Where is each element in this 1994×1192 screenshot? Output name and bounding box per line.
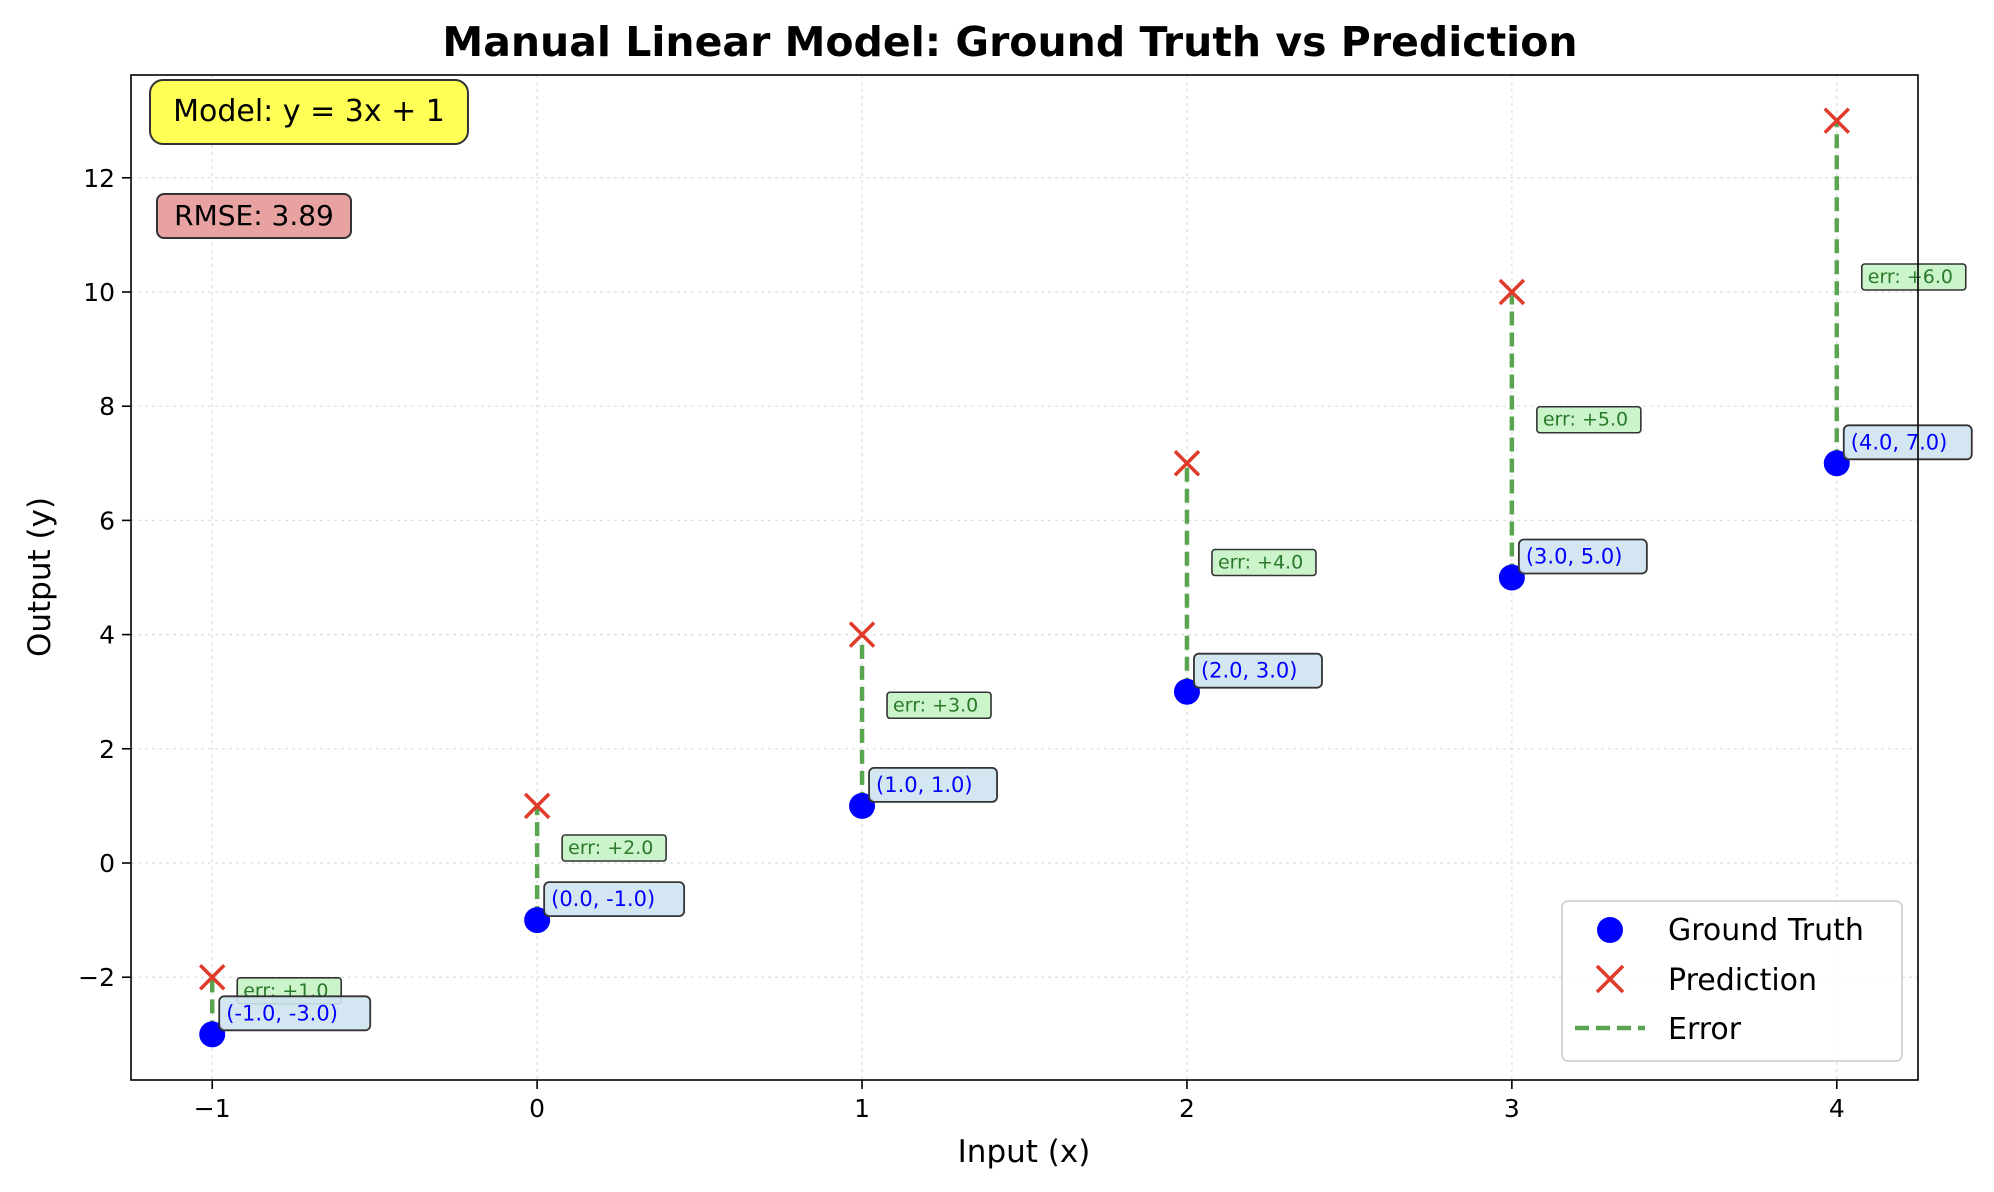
legend-ground-truth-marker [1597,917,1623,943]
prediction-marker [198,963,226,991]
ground-truth-markers [199,450,1850,1048]
prediction-marker-stroke [523,792,551,820]
error-label-text: err: +3.0 [893,694,978,716]
x-tick-label: 2 [1179,1094,1195,1123]
legend: Ground Truth Prediction Error [1561,900,1903,1062]
rmse-annotation-text: RMSE: 3.89 [174,199,334,232]
legend-prediction-label: Prediction [1668,963,1817,998]
ground-truth-marker [1823,450,1850,477]
prediction-marker-stroke [848,621,876,648]
point-label: (0.0, -1.0) [543,881,686,918]
error-label-box [1860,263,1967,291]
legend-ground-truth-label: Ground Truth [1668,913,1864,948]
point-label-box [1517,538,1648,575]
x-tick-label: 4 [1829,1094,1845,1123]
y-axis-ticks: −2 0 2 4 6 8 10 12 [78,164,131,992]
point-label: (-1.0, -3.0) [218,995,372,1032]
y-tick-label: 6 [99,506,115,535]
model-annotation-box [149,79,469,145]
ground-truth-marker [1498,564,1525,591]
error-lines [209,120,1840,1035]
prediction-marker [848,621,876,648]
legend-box [1561,900,1903,1062]
error-label-text: err: +5.0 [1543,409,1628,431]
error-label: err: +3.0 [886,691,992,720]
point-label-box [543,881,686,918]
error-label: err: +6.0 [1860,263,1967,291]
point-label-text: (-1.0, -3.0) [226,1001,338,1025]
model-annotation: Model: y = 3x + 1 [149,79,469,145]
point-label-text: (0.0, -1.0) [551,887,655,911]
error-label-text: err: +2.0 [568,837,653,859]
error-label-text: err: +4.0 [1218,552,1303,574]
y-tick-label: 12 [83,164,115,193]
error-label-box [561,834,667,862]
error-label: err: +4.0 [1211,548,1317,577]
x-axis-ticks: −1 0 1 2 3 4 [194,1080,1845,1123]
error-label-box [886,691,992,720]
point-label: (3.0, 5.0) [1517,538,1648,575]
model-annotation-text: Model: y = 3x + 1 [173,94,445,129]
point-label-box [868,767,998,803]
x-tick-label: 1 [854,1094,870,1123]
error-label: err: +2.0 [561,834,667,862]
prediction-marker-stroke [1173,450,1201,477]
legend-prediction-marker [1595,964,1625,994]
error-label-box [1536,405,1642,434]
y-tick-label: 8 [99,392,115,421]
point-label-text: (1.0, 1.0) [876,773,973,797]
chart-title: Manual Linear Model: Ground Truth vs Pre… [442,18,1577,66]
y-tick-label: 4 [99,621,115,650]
point-label: (4.0, 7.0) [1842,424,1973,461]
point-label: (1.0, 1.0) [868,767,998,803]
ground-truth-marker [199,1021,226,1048]
y-tick-label: 2 [99,735,115,764]
rmse-annotation: RMSE: 3.89 [156,193,352,239]
prediction-marker [1173,450,1201,477]
ground-truth-marker [524,907,551,934]
point-label-box [1842,424,1973,461]
point-label-box [1193,652,1323,689]
x-axis-label: Input (x) [958,1134,1091,1170]
rmse-annotation-box [156,193,352,239]
plot-area-frame [130,74,1919,1081]
prediction-marker [523,792,551,820]
point-label-box [218,995,372,1032]
y-tick-label: 0 [99,849,115,878]
x-tick-label: 0 [529,1094,545,1123]
y-axis-label: Output (y) [22,497,58,657]
prediction-marker [1498,278,1526,306]
error-label-text: err: +6.0 [1868,266,1953,288]
x-tick-label: −1 [194,1094,231,1123]
legend-error-label: Error [1668,1012,1742,1047]
ground-truth-marker [849,792,876,819]
prediction-marker-stroke [1498,278,1526,306]
prediction-marker-stroke [198,963,226,991]
prediction-marker-stroke [1823,107,1851,134]
error-label-box [1211,548,1317,577]
y-tick-label: −2 [78,963,115,992]
prediction-markers [198,107,1851,991]
ground-truth-marker [1173,678,1200,705]
error-label: err: +5.0 [1536,405,1642,434]
point-label: (2.0, 3.0) [1193,652,1323,689]
point-label-text: (2.0, 3.0) [1201,659,1298,683]
point-label-text: (3.0, 5.0) [1526,545,1623,569]
x-tick-label: 3 [1504,1094,1520,1123]
point-labels: (-1.0, -3.0) (0.0, -1.0) (1.0, 1.0) (2.0, 3… [218,424,1973,1032]
point-label-text: (4.0, 7.0) [1851,430,1948,454]
prediction-marker [1823,107,1851,134]
y-tick-label: 10 [83,278,115,307]
